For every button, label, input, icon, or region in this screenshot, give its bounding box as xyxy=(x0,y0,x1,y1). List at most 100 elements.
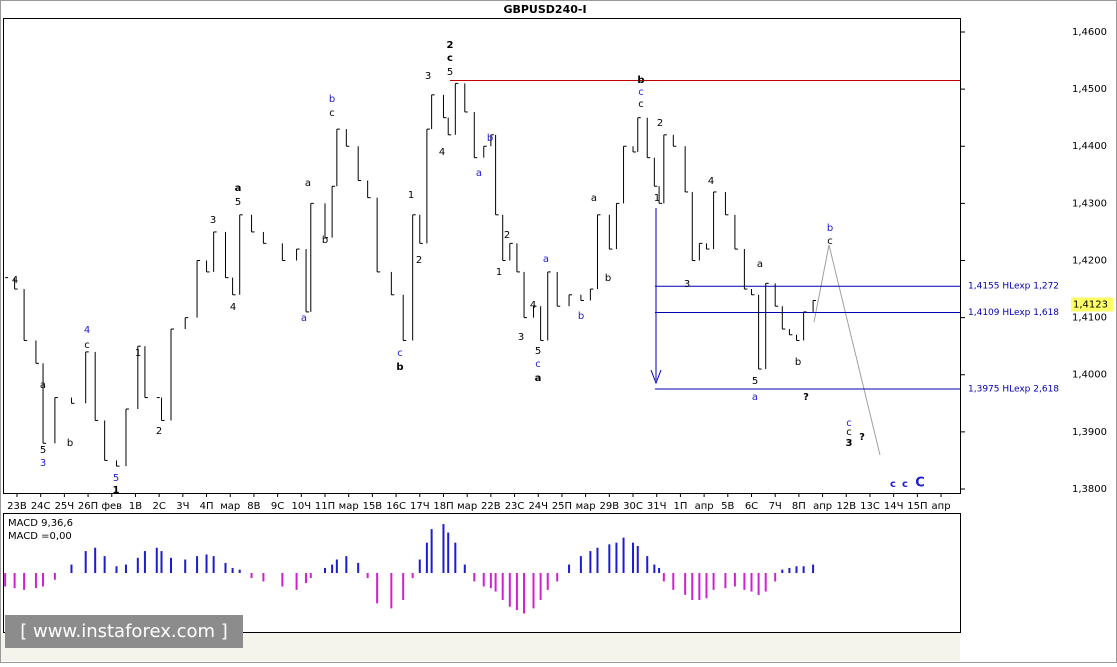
wave-label: 2 xyxy=(447,40,454,51)
wave-label: 1 xyxy=(135,348,141,359)
wave-label: a xyxy=(757,259,763,270)
wave-label: c xyxy=(846,427,852,438)
y-tick-label: 1,3800 xyxy=(1072,484,1107,495)
wave-label: 5 xyxy=(113,473,119,484)
x-tick-label: мар xyxy=(457,501,477,512)
wave-label: b xyxy=(827,223,833,234)
wave-label: b xyxy=(637,75,644,86)
x-tick-label: 24С xyxy=(31,501,51,512)
x-tick-label: 15В xyxy=(363,501,383,512)
wave-label: C xyxy=(915,476,925,491)
x-tick-label: 29В xyxy=(600,501,620,512)
wave-label: a xyxy=(235,183,242,194)
x-tick-label: апр xyxy=(932,501,951,512)
x-tick-label: 14Ч xyxy=(884,501,904,512)
wave-label: 5 xyxy=(752,376,758,387)
y-tick-label: 1,3900 xyxy=(1072,427,1107,438)
x-tick-label: 31Ч xyxy=(647,501,667,512)
wave-label: 2 xyxy=(657,118,663,129)
wave-label: 3 xyxy=(518,332,524,343)
wave-label: c xyxy=(902,479,908,490)
macd-value: MACD =0,00 xyxy=(8,531,72,542)
x-tick-label: 24Ч xyxy=(528,501,548,512)
x-tick-label: 22В xyxy=(481,501,501,512)
x-tick-label: 4П xyxy=(200,501,214,512)
wave-label: 1 xyxy=(113,485,120,496)
watermark: [ www.instaforex.com ] xyxy=(20,621,228,642)
wave-label: c xyxy=(329,108,335,119)
wave-label: 4 xyxy=(439,147,445,158)
x-tick-label: 23С xyxy=(505,501,525,512)
wave-label: c xyxy=(638,99,644,110)
macd-pane xyxy=(3,513,961,633)
wave-label: a xyxy=(591,193,597,204)
wave-label: b xyxy=(322,235,328,246)
wave-label: a xyxy=(752,392,758,403)
chart-title: GBPUSD240-I xyxy=(503,3,586,16)
y-tick-label: 1,4400 xyxy=(1072,141,1107,152)
x-tick-label: 25Ч xyxy=(55,501,75,512)
wave-label: b xyxy=(795,357,801,368)
wave-label: c xyxy=(846,418,852,429)
y-tick-label: 1,4300 xyxy=(1072,198,1107,209)
wave-label: 1 xyxy=(496,267,502,278)
wave-label: c xyxy=(890,479,896,490)
x-tick-label: 8П xyxy=(792,501,806,512)
x-tick-label: мар xyxy=(576,501,596,512)
wave-label: 5 xyxy=(447,67,453,78)
x-tick-label: 13С xyxy=(860,501,880,512)
wave-label: 2 xyxy=(156,426,162,437)
wave-label: c xyxy=(447,53,453,64)
price-tag xyxy=(1071,297,1113,312)
wave-label: 5 xyxy=(40,445,46,456)
x-tick-label: 1В xyxy=(129,501,142,512)
x-tick-label: апр xyxy=(813,501,832,512)
wave-label: 3 xyxy=(40,458,46,469)
level-label: 1,4109 HLexp 1,618 xyxy=(968,308,1059,318)
projection xyxy=(813,244,881,456)
x-tick-label: 11П xyxy=(315,501,335,512)
wave-label: a xyxy=(40,380,46,391)
x-tick-label: 26П xyxy=(78,501,98,512)
wave-label: c xyxy=(827,236,833,247)
wave-label: b xyxy=(578,311,584,322)
x-tick-label: 10Ч xyxy=(292,501,312,512)
x-tick-label: 18П xyxy=(433,501,453,512)
wave-label: a xyxy=(305,178,311,189)
price-pane xyxy=(3,18,961,494)
x-tick-label: 9С xyxy=(271,501,284,512)
wave-label: 3 xyxy=(684,279,690,290)
wave-label: 5 xyxy=(535,346,541,357)
x-tick-label: 17Ч xyxy=(410,501,430,512)
y-tick-label: 1,4000 xyxy=(1072,370,1107,381)
y-tick-label: 1,4600 xyxy=(1072,27,1107,38)
wave-label: c xyxy=(397,348,403,359)
wave-label: 1 xyxy=(654,193,660,204)
wave-label: 3 xyxy=(425,71,431,82)
wave-label: c xyxy=(638,87,644,98)
wave-label: 4 xyxy=(530,300,536,311)
wave-label: c xyxy=(84,340,90,351)
y-tick-label: 1,4500 xyxy=(1072,84,1107,95)
wave-label: a xyxy=(476,168,482,179)
x-tick-label: апр xyxy=(695,501,714,512)
x-tick-label: 3Ч xyxy=(176,501,189,512)
level-label: 1,3975 HLexp 2,618 xyxy=(968,385,1059,395)
wave-label: a xyxy=(543,254,549,265)
x-tick-label: 1П xyxy=(673,501,687,512)
wave-label: ? xyxy=(803,392,809,403)
wave-label: b xyxy=(487,133,493,144)
x-tick-label: 15П xyxy=(907,501,927,512)
price-tag-label: 1,4123 xyxy=(1073,299,1108,310)
x-tick-label: 7Ч xyxy=(769,501,782,512)
wave-label: 4 xyxy=(708,176,714,187)
y-tick-label: 1,4200 xyxy=(1072,255,1107,266)
x-tick-label: 5В xyxy=(721,501,734,512)
watermark-box xyxy=(5,615,243,648)
wave-label: b xyxy=(396,362,403,373)
x-tick-label: 12В xyxy=(836,501,856,512)
wave-label: 2 xyxy=(504,230,510,241)
